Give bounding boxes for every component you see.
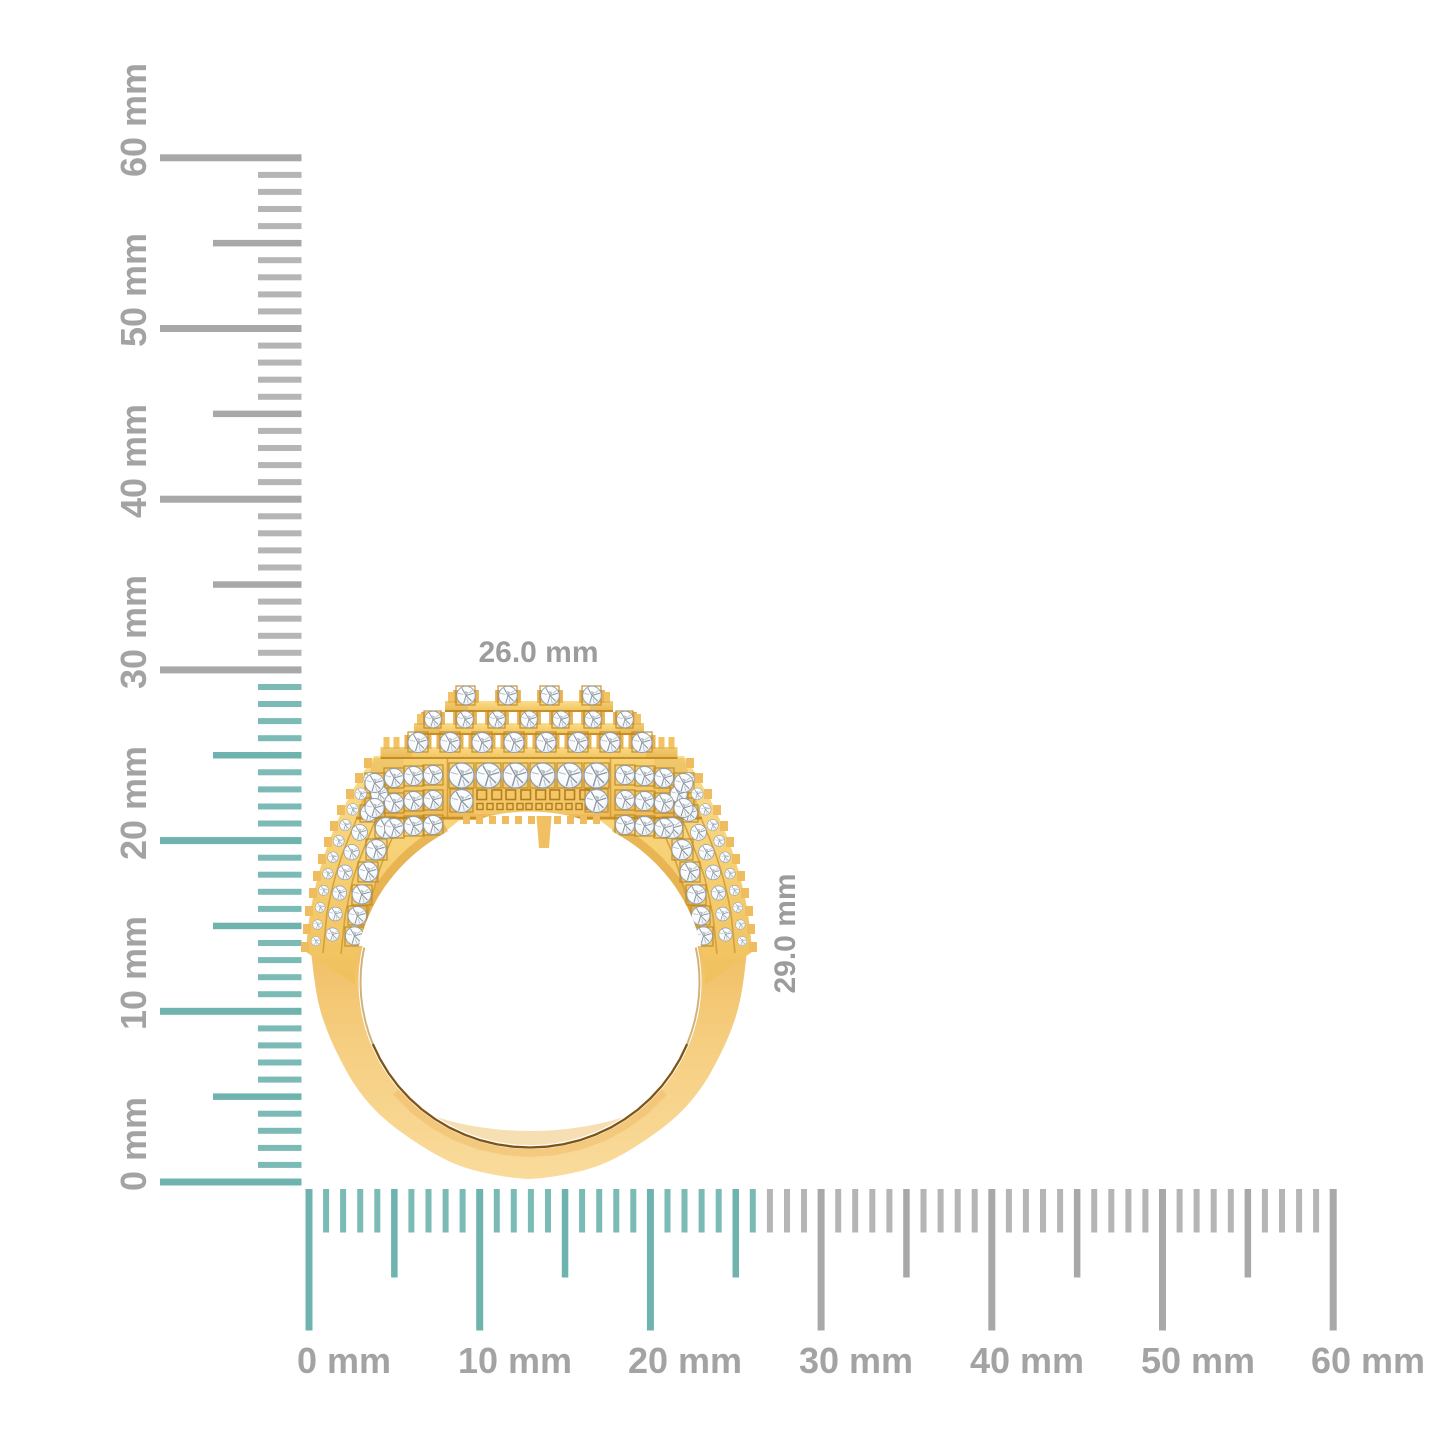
svg-text:26.0 mm: 26.0 mm: [478, 636, 598, 669]
svg-text:0 mm: 0 mm: [113, 1097, 154, 1191]
svg-text:0 mm: 0 mm: [297, 1340, 391, 1381]
svg-text:20 mm: 20 mm: [113, 746, 154, 860]
svg-text:29.0 mm: 29.0 mm: [769, 873, 802, 993]
svg-text:50 mm: 50 mm: [113, 233, 154, 347]
svg-text:10 mm: 10 mm: [113, 916, 154, 1030]
svg-text:40 mm: 40 mm: [970, 1340, 1084, 1381]
svg-text:30 mm: 30 mm: [799, 1340, 913, 1381]
svg-text:30 mm: 30 mm: [113, 575, 154, 689]
svg-text:20 mm: 20 mm: [628, 1340, 742, 1381]
svg-text:60 mm: 60 mm: [1311, 1340, 1425, 1381]
svg-text:40 mm: 40 mm: [113, 404, 154, 518]
svg-text:50 mm: 50 mm: [1141, 1340, 1255, 1381]
svg-text:60 mm: 60 mm: [113, 63, 154, 177]
svg-text:10 mm: 10 mm: [458, 1340, 572, 1381]
